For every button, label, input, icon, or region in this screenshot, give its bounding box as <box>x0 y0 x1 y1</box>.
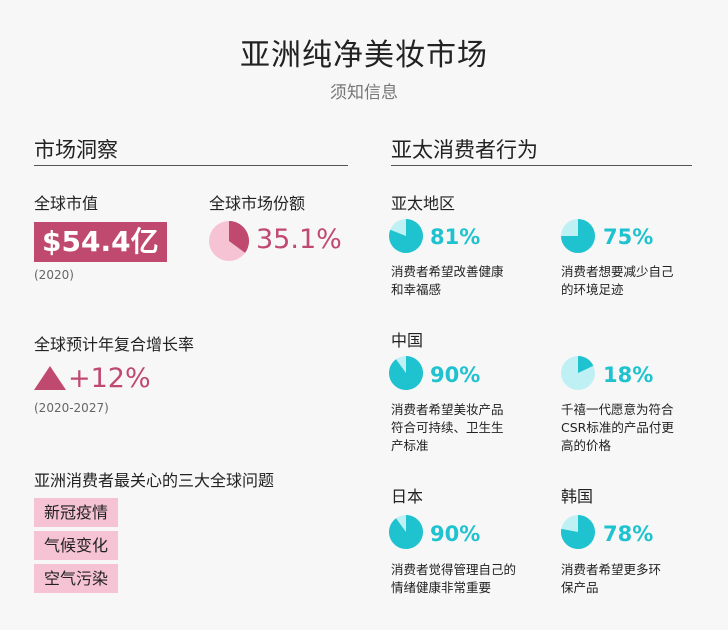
cagr-years: (2020-2027) <box>34 401 109 415</box>
stat-pie-icon <box>561 219 595 257</box>
section-title-consumer-behavior: 亚太消费者行为 <box>391 138 538 162</box>
section-title-market-insight: 市场洞察 <box>34 138 118 162</box>
market-share-label: 全球市场份额 <box>209 194 306 213</box>
region-label-apac: 亚太地区 <box>391 194 456 213</box>
stat-description: 消费者觉得管理自己的 情绪健康非常重要 <box>391 562 517 595</box>
concern-tag: 空气污染 <box>34 564 119 593</box>
stat-description: 消费者希望美妆产品 符合可持续、卫生生 产标准 <box>391 402 504 453</box>
stat-value: 90% <box>430 363 481 387</box>
stat-description: 千禧一代愿意为符合 CSR标准的产品付更 高的价格 <box>561 402 674 453</box>
concerns-label: 亚洲消费者最关心的三大全球问题 <box>34 471 275 490</box>
concern-tag: 气候变化 <box>34 531 119 560</box>
concern-tag: 新冠疫情 <box>34 498 119 527</box>
page-subtitle: 须知信息 <box>330 83 398 103</box>
cagr-value: +12% <box>68 363 151 394</box>
region-label-korea: 韩国 <box>561 487 594 506</box>
market-share-pie-icon <box>209 221 249 261</box>
growth-triangle-icon <box>34 366 66 394</box>
stat-description: 消费者希望更多环 保产品 <box>561 562 662 595</box>
stat-pie-icon <box>561 515 595 553</box>
section-divider-right <box>391 165 692 166</box>
stat-value: 75% <box>603 225 654 249</box>
page-title: 亚洲纯净美妆市场 <box>240 38 488 73</box>
stat-value: 90% <box>430 522 481 546</box>
market-value-year: (2020) <box>34 268 74 282</box>
stat-value: 78% <box>603 522 654 546</box>
region-label-japan: 日本 <box>391 487 424 506</box>
cagr-label: 全球预计年复合增长率 <box>34 335 195 354</box>
stat-value: 18% <box>603 363 654 387</box>
stat-pie-icon <box>561 356 595 394</box>
stat-description: 消费者希望改善健康 和幸福感 <box>391 264 504 297</box>
stat-pie-icon <box>389 515 423 553</box>
stat-description: 消费者想要减少自己 的环境足迹 <box>561 264 674 297</box>
market-share-value: 35.1% <box>256 224 342 255</box>
section-divider-left <box>34 165 348 166</box>
market-value-label: 全球市值 <box>34 194 99 213</box>
stat-value: 81% <box>430 225 481 249</box>
region-label-china: 中国 <box>391 331 424 350</box>
stat-pie-icon <box>389 356 423 394</box>
market-value: $54.4亿 <box>34 222 167 262</box>
stat-pie-icon <box>389 219 423 257</box>
